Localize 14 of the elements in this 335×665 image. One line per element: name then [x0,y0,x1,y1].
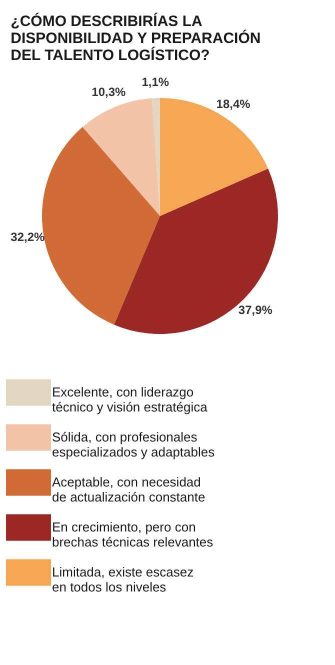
legend-label: En crecimiento, pero con brechas técnicas relevantes [52,520,214,550]
chart-title: ¿CÓMO DESCRIBIRÍAS LA DISPONIBILIDAD Y PREPARACIÓN DEL TALENTO LOGÍSTICO? [10,12,261,64]
data-label: 1,1% [142,75,170,90]
data-label: 32,2% [10,230,46,244]
data-label: 18,4% [216,96,251,111]
legend-label: Sólida, con profesionales especializados y adaptables [52,430,216,460]
pie-slice [82,98,160,216]
pie-slice [160,98,268,216]
legend-label: Aceptable, con necesidad de actualización constante [52,474,206,504]
data-label: 37,9% [238,303,273,318]
data-label: 10,3% [92,85,126,100]
legend-label: Excelente, con liderazgo técnico y visión estratégica [52,384,208,414]
legend-label: Limitada, existe escasez en todos los niveles [52,564,194,594]
pie-slice [114,168,278,334]
